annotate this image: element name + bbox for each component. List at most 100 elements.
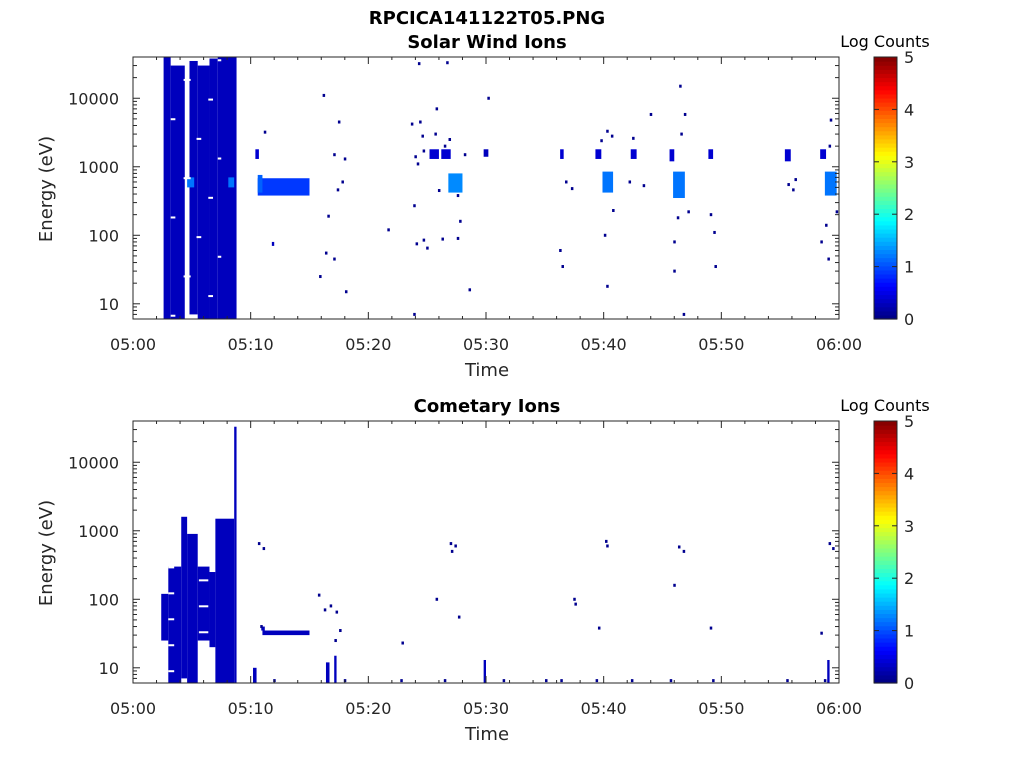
spectrogram: 05:00 05:10 05:20 05:30 05:40 05:50 06:00 10 100…: [68, 420, 862, 718]
data-point: [324, 251, 328, 255]
data-point: [565, 180, 568, 184]
data-block: [820, 149, 827, 159]
colorbar-segment: [874, 290, 897, 296]
y-tick-label: 10000: [68, 453, 119, 472]
colorbar-segment: [874, 245, 897, 251]
colorbar-segment: [874, 466, 897, 471]
colorbar-tick-label: 3: [904, 153, 914, 172]
data-point: [677, 545, 681, 549]
data-block: [170, 65, 185, 320]
data-point: [435, 107, 439, 111]
data-point: [435, 597, 439, 601]
colorbar-segment: [874, 298, 897, 304]
data-gap: [168, 618, 175, 621]
data-point: [835, 210, 839, 214]
data-point: [714, 265, 717, 269]
data-point: [422, 149, 426, 153]
data-block: [161, 593, 169, 641]
data-point: [832, 547, 835, 551]
y-axis-label: Energy (eV): [36, 500, 57, 606]
data-point: [443, 144, 447, 148]
colorbar-segment: [874, 527, 897, 533]
data-point: [421, 134, 424, 138]
colorbar-segment: [874, 539, 897, 545]
figure-title: RPCICA141122T05.PNG: [369, 8, 605, 29]
colorbar-segment: [874, 204, 897, 210]
data-block: [824, 171, 837, 196]
colorbar-segment: [874, 159, 897, 165]
colorbar-segment: [874, 265, 897, 271]
colorbar-segment: [874, 572, 897, 578]
colorbar-segment: [874, 212, 897, 218]
colorbar-frame: [873, 56, 898, 320]
data-gap: [217, 157, 222, 160]
colorbar-segment: [874, 564, 897, 569]
data-block: [448, 173, 463, 193]
data-block: [595, 149, 602, 159]
data-point: [441, 237, 444, 241]
data-point: [416, 162, 420, 166]
data-block: [217, 57, 237, 319]
colorbar-segment: [874, 478, 897, 484]
data-gap: [198, 579, 209, 582]
data-point: [574, 602, 577, 606]
data-point: [317, 593, 321, 597]
data-gap: [168, 670, 175, 673]
colorbar-segment: [874, 605, 897, 610]
colorbar-segment: [874, 670, 897, 676]
colorbar-segment: [874, 597, 897, 602]
data-point: [595, 679, 599, 683]
data-block: [271, 241, 275, 246]
data-block: [483, 149, 489, 157]
colorbar-segment: [874, 294, 897, 300]
data-block: [827, 659, 830, 683]
data-gap: [170, 314, 176, 317]
data-block: [168, 566, 182, 683]
data-point: [825, 223, 828, 227]
colorbar-segment: [874, 102, 897, 107]
data-point: [456, 236, 460, 240]
colorbar-segment: [874, 580, 897, 586]
colorbar-segment: [874, 490, 897, 496]
colorbar-segment: [874, 625, 897, 631]
data-block: [262, 630, 310, 636]
data-point: [322, 93, 326, 97]
colorbar-tick-label: 4: [904, 100, 914, 119]
x-tick-label: 05:10: [228, 699, 274, 718]
data-block: [325, 662, 330, 683]
data-point: [502, 679, 506, 683]
x-tick-label: 05:40: [581, 699, 627, 718]
data-point: [344, 290, 348, 294]
colorbar-segment: [874, 601, 897, 606]
data-point: [606, 129, 609, 133]
data-point: [413, 204, 416, 208]
x-tick-label: 05:30: [463, 335, 509, 354]
colorbar-segment: [874, 437, 897, 443]
colorbar-segment: [874, 183, 897, 189]
colorbar-segment: [874, 646, 897, 651]
data-point: [820, 631, 823, 635]
data-point: [327, 214, 330, 218]
data-point: [673, 269, 676, 273]
data-gap: [208, 196, 214, 199]
colorbar-segment: [874, 233, 897, 238]
data-point: [333, 257, 336, 261]
colorbar-segment: [874, 523, 897, 529]
colorbar-segment: [874, 494, 897, 500]
colorbar: 0 1 2 3 4 5: [873, 412, 914, 693]
colorbar-segment: [874, 470, 897, 475]
colorbar-segment: [874, 650, 897, 655]
colorbar-segment: [874, 654, 897, 660]
data-point: [642, 184, 646, 188]
data-point: [417, 62, 421, 66]
colorbar-tick-label: 1: [904, 258, 914, 277]
data-point: [676, 216, 680, 220]
plot-background: [133, 57, 839, 319]
data-block: [209, 58, 218, 319]
colorbar-segment: [874, 302, 897, 308]
colorbar-tick-label: 1: [904, 622, 914, 641]
data-block: [187, 533, 198, 683]
data-gap: [208, 98, 214, 101]
colorbar-segment: [874, 588, 897, 594]
colorbar-segment: [874, 269, 897, 275]
